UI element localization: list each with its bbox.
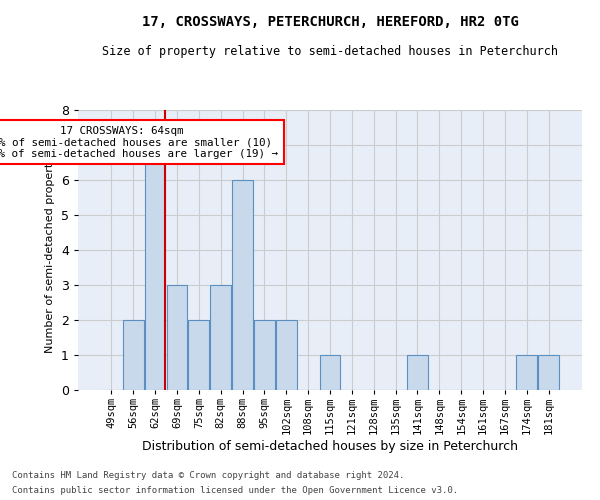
Bar xyxy=(188,320,209,390)
X-axis label: Distribution of semi-detached houses by size in Peterchurch: Distribution of semi-detached houses by … xyxy=(142,440,518,453)
Y-axis label: Number of semi-detached properties: Number of semi-detached properties xyxy=(46,147,55,353)
Text: Contains public sector information licensed under the Open Government Licence v3: Contains public sector information licen… xyxy=(12,486,458,495)
Text: Size of property relative to semi-detached houses in Peterchurch: Size of property relative to semi-detach… xyxy=(102,45,558,58)
Bar xyxy=(254,320,275,390)
Bar xyxy=(210,285,231,390)
Bar xyxy=(517,355,537,390)
Text: Contains HM Land Registry data © Crown copyright and database right 2024.: Contains HM Land Registry data © Crown c… xyxy=(12,471,404,480)
Bar xyxy=(167,285,187,390)
Bar xyxy=(538,355,559,390)
Bar xyxy=(407,355,428,390)
Bar xyxy=(123,320,143,390)
Bar xyxy=(145,145,166,390)
Text: 17 CROSSWAYS: 64sqm
← 34% of semi-detached houses are smaller (10)
   66% of sem: 17 CROSSWAYS: 64sqm ← 34% of semi-detach… xyxy=(0,126,278,159)
Bar xyxy=(276,320,296,390)
Bar xyxy=(320,355,340,390)
Bar xyxy=(232,180,253,390)
Text: 17, CROSSWAYS, PETERCHURCH, HEREFORD, HR2 0TG: 17, CROSSWAYS, PETERCHURCH, HEREFORD, HR… xyxy=(142,15,518,29)
